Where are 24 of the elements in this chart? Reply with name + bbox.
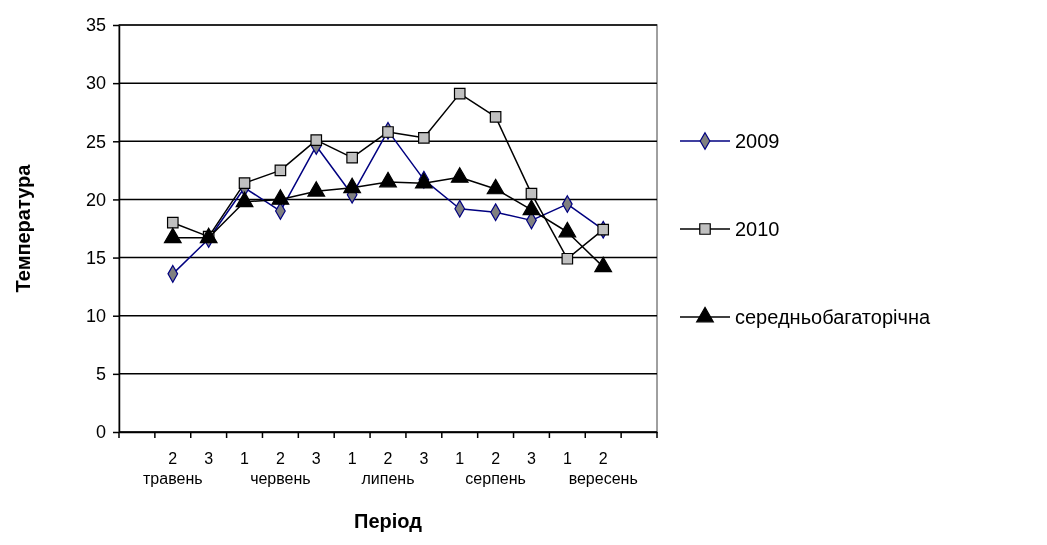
y-tick-label: 35: [85, 15, 106, 36]
x-tick-label: 3: [527, 450, 537, 467]
y-tick-label: 30: [85, 73, 106, 94]
y-tick-label: 5: [95, 364, 106, 385]
y-tick-label: 25: [85, 131, 106, 152]
legend-label: середньобагаторічна: [735, 306, 931, 328]
x-tick-label: 1: [347, 450, 357, 467]
x-tick-label: 1: [455, 450, 465, 467]
legend-label: 2009: [735, 130, 780, 152]
x-tick-label: 2 липень: [361, 450, 415, 487]
x-tick-label: 2 серпень: [465, 450, 526, 487]
x-axis-title: Період: [354, 510, 423, 532]
y-tick-label: 15: [85, 247, 106, 268]
legend-label: 2010: [735, 218, 780, 240]
y-tick-label: 0: [95, 422, 106, 443]
y-tick-label: 20: [85, 189, 106, 210]
x-tick-label: 2 травень: [143, 450, 203, 487]
x-tick-label: 2 червень: [250, 450, 311, 487]
y-axis-title: Температура: [12, 163, 34, 293]
y-tick-label: 10: [85, 305, 106, 326]
x-tick-label: 3: [204, 450, 214, 467]
x-tick-label: 3: [419, 450, 429, 467]
x-tick-label: 3: [311, 450, 321, 467]
x-tick-label: 1: [240, 450, 250, 467]
